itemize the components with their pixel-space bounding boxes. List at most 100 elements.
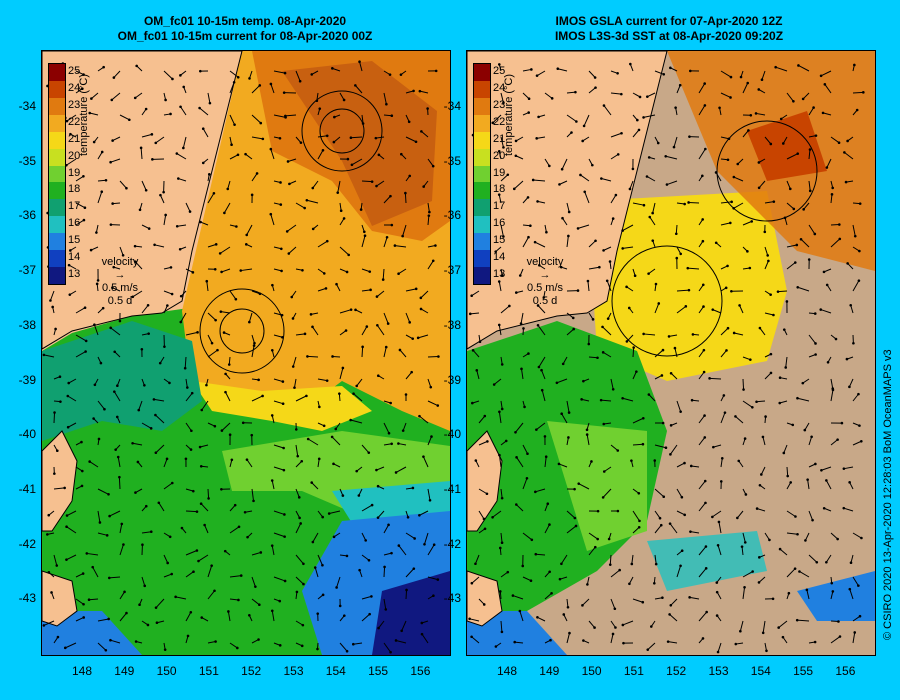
colorbar-segment xyxy=(474,114,490,132)
y-axis-label: -34 xyxy=(443,99,461,113)
colorbar-segment xyxy=(49,114,65,132)
x-axis-label: 155 xyxy=(368,664,389,678)
colorbar-tick-label: 15 xyxy=(493,234,506,247)
colorbar-tick-label: 20 xyxy=(68,149,81,162)
colorbar-tick-label: 19 xyxy=(68,166,81,179)
colorbar-tick-label: 23 xyxy=(68,98,81,111)
colorbar-segment xyxy=(49,250,65,268)
velocity-speed: 0.5 m/s xyxy=(526,282,564,294)
y-axis-label: -38 xyxy=(18,317,36,332)
colorbar-segment xyxy=(49,64,65,81)
colorbar-tick-label: 14 xyxy=(68,251,81,264)
velocity-speed: 0.5 m/s xyxy=(101,282,139,294)
x-axis-label: 148 xyxy=(496,664,518,678)
left-title-line2: OM_fc01 10-15m current for 08-Apr-2020 0… xyxy=(117,29,373,43)
colorbar-tick-label: 24 xyxy=(68,81,81,94)
colorbar-tick-label: 24 xyxy=(493,81,506,94)
x-axis-label: 150 xyxy=(581,664,602,678)
y-axis-label: -41 xyxy=(18,481,36,496)
colorbar-segment xyxy=(49,131,65,149)
y-axis-label: -41 xyxy=(443,481,461,496)
colorbar-segment xyxy=(474,131,490,149)
x-axis-label: 149 xyxy=(539,664,560,678)
x-axis-label: 149 xyxy=(114,664,135,678)
colorbar-segment xyxy=(49,199,65,217)
colorbar-tick-label: 16 xyxy=(68,217,81,230)
colorbar-tick-label: 20 xyxy=(493,149,506,162)
y-axis-label: -39 xyxy=(18,372,36,387)
y-axis-label: -37 xyxy=(443,263,461,278)
colorbar-segment xyxy=(474,267,490,284)
colorbar-segment xyxy=(474,216,490,234)
colorbar-tick-label: 17 xyxy=(493,200,506,213)
colorbar-tick-label: 22 xyxy=(493,115,506,128)
left-title-line1: OM_fc01 10-15m temp. 08-Apr-2020 xyxy=(143,14,347,28)
colorbar-segment xyxy=(474,80,490,98)
sst-map-graphic xyxy=(467,51,875,655)
velocity-label: velocity xyxy=(526,256,564,268)
x-axis-label: 152 xyxy=(666,664,687,678)
x-axis-label: 150 xyxy=(156,664,177,678)
colorbar-tick-label: 22 xyxy=(68,115,81,128)
y-axis-label: -35 xyxy=(443,153,461,168)
colorbar-tick-label: 18 xyxy=(68,183,81,196)
colorbar-segment xyxy=(474,64,490,81)
colorbar-tick-label: 25 xyxy=(68,65,81,77)
colorbar-segment xyxy=(474,199,490,217)
model-temperature-map: 25 24 23 22 21 20 19 18 17 16 15 14 13 temperature (… xyxy=(41,50,451,656)
right-title-line2: IMOS L3S-3d SST at 08-Apr-2020 09:20Z xyxy=(554,29,784,43)
y-axis-label: -36 xyxy=(443,208,461,223)
x-axis-label: 155 xyxy=(793,664,814,678)
current-vectors xyxy=(468,62,865,654)
x-axis-label: 154 xyxy=(750,664,771,678)
observed-sst-map: 25 24 23 22 21 20 19 18 17 16 15 14 13 temperature (… xyxy=(466,50,876,656)
x-axis-label: 156 xyxy=(835,664,856,678)
right-panel-title: IMOS GSLA current for 07-Apr-2020 12Z IM… xyxy=(464,14,874,44)
colorbar-segment xyxy=(49,182,65,200)
colorbar-tick-label: 18 xyxy=(493,183,506,196)
y-axis-label: -40 xyxy=(443,427,461,442)
y-axis-label: -34 xyxy=(18,99,36,113)
x-axis-label: 154 xyxy=(325,664,346,678)
current-vectors xyxy=(42,60,440,654)
y-axis-label: -37 xyxy=(18,263,36,278)
velocity-duration: 0.5 d xyxy=(107,295,133,307)
y-axis-label: -39 xyxy=(443,372,461,387)
colorbar xyxy=(48,63,66,285)
colorbar-segment xyxy=(49,80,65,98)
credit-text: © CSIRO 2020 13-Apr-2020 12:28:03 BoM Oc… xyxy=(882,349,894,640)
y-axis-label: -40 xyxy=(18,427,36,442)
model-map-graphic xyxy=(42,51,450,655)
colorbar-tick-label: 15 xyxy=(68,234,81,247)
colorbar-tick-label: 19 xyxy=(493,166,506,179)
x-axis-label: 153 xyxy=(283,664,304,678)
y-axis-label: -42 xyxy=(18,536,36,551)
colorbar-tick-label: 13 xyxy=(493,268,506,281)
colorbar-title: temperature (°C) xyxy=(503,73,515,156)
velocity-arrow-icon: → xyxy=(114,269,126,281)
colorbar-tick-label: 25 xyxy=(493,65,506,77)
colorbar-segment xyxy=(49,148,65,166)
colorbar xyxy=(473,63,491,285)
colorbar-segment xyxy=(49,97,65,115)
colorbar-tick-label: 21 xyxy=(493,132,506,145)
colorbar-segment xyxy=(49,267,65,284)
y-axis-label: -42 xyxy=(443,536,461,551)
colorbar-segment xyxy=(474,165,490,183)
velocity-legend: velocity → 0.5 m/s 0.5 d xyxy=(90,256,150,308)
colorbar-tick-label: 13 xyxy=(68,268,81,281)
right-title-line1: IMOS GSLA current for 07-Apr-2020 12Z xyxy=(555,14,783,28)
colorbar-tick-label: 21 xyxy=(68,132,81,145)
colorbar-segment xyxy=(474,97,490,115)
x-axis-label: 152 xyxy=(241,664,262,678)
x-axis-label: 148 xyxy=(71,664,93,678)
colorbar-tick-label: 17 xyxy=(68,200,81,213)
x-axis-label: 151 xyxy=(623,664,644,678)
velocity-arrow-icon: → xyxy=(539,269,551,281)
colorbar-tick-label: 23 xyxy=(493,98,506,111)
velocity-legend: velocity → 0.5 m/s 0.5 d xyxy=(515,256,575,308)
x-axis-label: 156 xyxy=(410,664,431,678)
colorbar-segment xyxy=(49,216,65,234)
y-axis-label: -36 xyxy=(18,208,36,223)
colorbar-tick-label: 14 xyxy=(493,251,506,264)
